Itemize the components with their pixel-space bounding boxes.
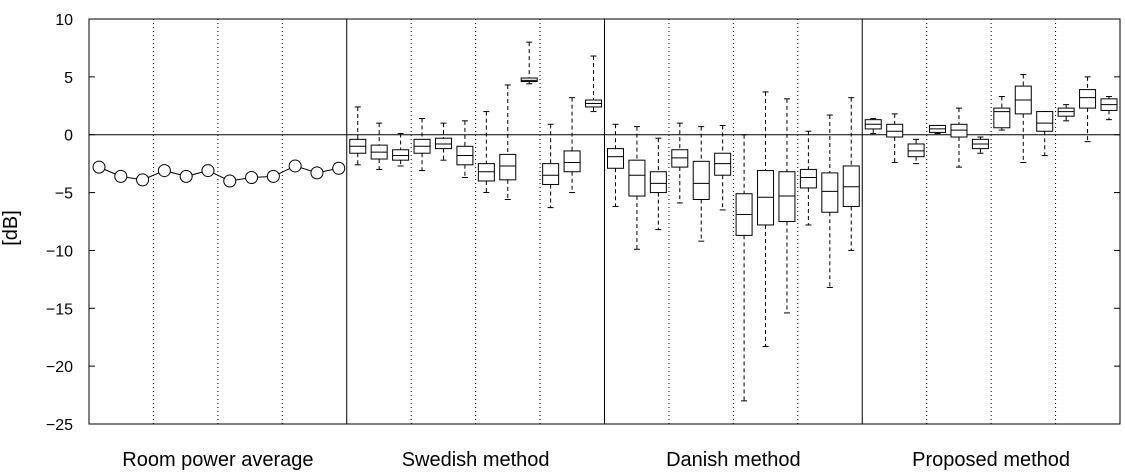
box	[993, 96, 1011, 131]
room-average-point	[92, 160, 106, 174]
box-iqr	[520, 77, 538, 82]
box	[821, 114, 839, 288]
box-iqr	[649, 171, 667, 194]
box-iqr	[757, 170, 775, 226]
box	[434, 122, 452, 161]
box	[907, 138, 925, 165]
box	[456, 120, 474, 179]
box	[799, 130, 817, 226]
box	[950, 107, 968, 168]
panel-label: Swedish method	[402, 449, 550, 471]
room-average-point	[223, 174, 237, 188]
box	[499, 84, 517, 201]
box	[628, 126, 646, 250]
box	[1079, 76, 1097, 143]
plot-marks	[92, 41, 1118, 402]
panel-label: Danish method	[666, 449, 801, 471]
box	[864, 118, 882, 135]
room-average-point	[310, 166, 324, 180]
box-iqr	[714, 152, 732, 176]
y-tick-label: −15	[46, 301, 73, 318]
box-iqr	[1057, 107, 1075, 117]
box	[929, 124, 947, 135]
box	[1036, 111, 1054, 157]
box-iqr	[1036, 111, 1054, 132]
room-average-point	[266, 169, 280, 183]
box-iqr	[886, 123, 904, 138]
box	[735, 134, 753, 402]
box-iqr	[842, 165, 860, 207]
panel-labels: Room power average Swedish method Danish m…	[122, 449, 1070, 471]
panel-label: Proposed method	[912, 449, 1070, 471]
box	[714, 124, 732, 211]
box	[671, 122, 689, 204]
plot-frame	[88, 18, 1121, 425]
box	[585, 55, 602, 113]
room-average-point	[114, 169, 128, 183]
box	[607, 123, 624, 207]
box-iqr	[993, 107, 1011, 129]
box-iqr	[607, 148, 624, 169]
box	[692, 126, 710, 242]
y-axis: 10 5 0 −5 −10 −15 −20 −25	[46, 12, 1120, 434]
room-average-point	[157, 164, 171, 178]
box	[778, 98, 796, 314]
box	[520, 41, 538, 85]
y-tick-label: −10	[46, 243, 73, 260]
room-average-line	[98, 165, 339, 182]
box	[392, 133, 410, 167]
room-average-point	[179, 169, 193, 183]
room-average-point	[201, 164, 215, 178]
box	[649, 137, 667, 231]
box-iqr	[907, 143, 925, 158]
box	[842, 97, 860, 251]
box	[1057, 104, 1075, 122]
box-iqr	[628, 159, 646, 197]
box	[1100, 96, 1118, 121]
box-iqr	[778, 171, 796, 222]
box-iqr	[671, 149, 689, 168]
box	[1014, 74, 1032, 163]
box	[370, 122, 388, 170]
panel-label: Room power average	[122, 449, 313, 471]
y-tick-label: −20	[46, 359, 73, 376]
box	[477, 111, 495, 194]
box	[886, 113, 904, 163]
box-iqr	[1079, 89, 1097, 109]
box-iqr	[950, 123, 968, 138]
room-average-point	[136, 173, 150, 187]
y-tick-label: −5	[55, 186, 73, 203]
box-iqr	[799, 168, 817, 189]
box-iqr	[434, 137, 452, 150]
box-iqr	[692, 160, 710, 201]
y-tick-label: 0	[64, 128, 73, 145]
room-average-point	[288, 159, 302, 173]
box	[542, 123, 560, 209]
box-iqr	[499, 153, 517, 181]
box-iqr	[563, 150, 581, 173]
box	[349, 106, 367, 166]
box	[563, 97, 581, 194]
room-average-point	[245, 171, 259, 185]
box-iqr	[821, 172, 839, 213]
y-tick-label: 10	[55, 12, 73, 29]
box-iqr	[477, 163, 495, 182]
box	[971, 136, 989, 154]
box-iqr	[542, 163, 560, 185]
box-iqr	[392, 149, 410, 161]
y-tick-label: 5	[64, 70, 73, 87]
y-tick-label: −25	[46, 417, 73, 434]
room-average-point	[332, 161, 346, 175]
box	[413, 118, 431, 172]
box	[757, 91, 775, 347]
y-axis-title: [dB]	[0, 210, 22, 246]
